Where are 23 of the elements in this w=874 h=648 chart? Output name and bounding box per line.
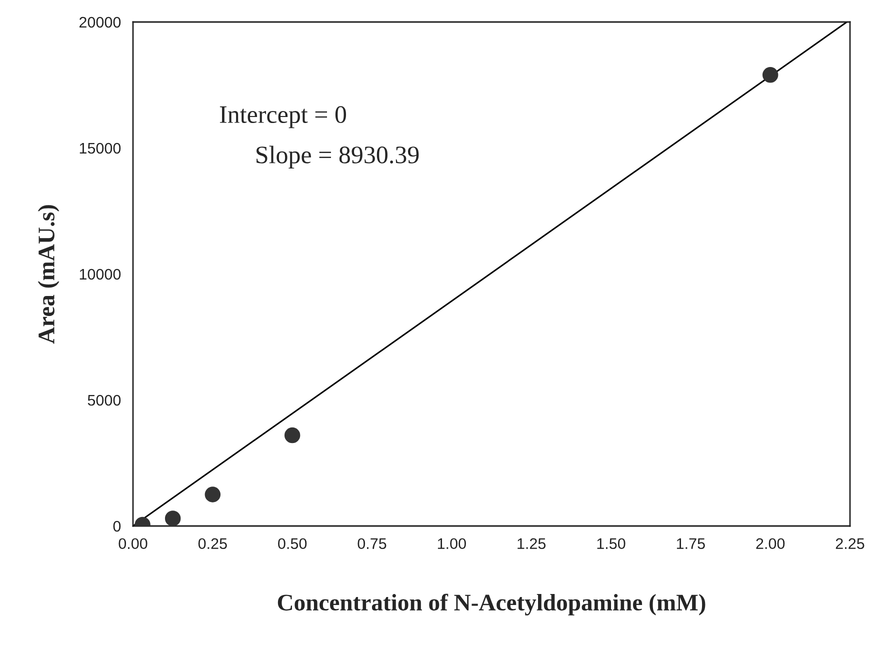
x-tick-label: 2.00 (756, 538, 785, 550)
y-tick-label: 10000 (80, 268, 121, 280)
x-tick-label: 0.00 (118, 538, 148, 550)
y-tick-label: 0 (113, 520, 121, 532)
point (762, 67, 778, 83)
x-tick-label: 1.50 (597, 538, 626, 550)
x-tick-label: 1.75 (676, 538, 705, 550)
x-tick-label: 1.25 (518, 538, 546, 550)
point (164, 510, 181, 526)
point (284, 427, 300, 444)
x-axis-title: Concentration of N-Acetyldopamine (mM) (278, 594, 706, 616)
x-tick-label: 1.00 (438, 538, 466, 550)
y-axis-title: Area (mAU.s) (38, 205, 60, 344)
y-tick-label: 20000 (79, 16, 121, 28)
x-tick-label: 2.25 (836, 538, 864, 550)
x-tick-label: 0.25 (198, 538, 227, 550)
y-tick-label: 5000 (88, 394, 121, 406)
x-tick-label: 0.75 (358, 538, 386, 550)
y-tick-label: 15000 (80, 142, 121, 154)
annotation: Intercept = 0 (220, 106, 346, 128)
point (204, 486, 221, 502)
annotation: Slope = 8930.39 (256, 146, 419, 168)
x-tick-label: 0.50 (278, 538, 307, 550)
